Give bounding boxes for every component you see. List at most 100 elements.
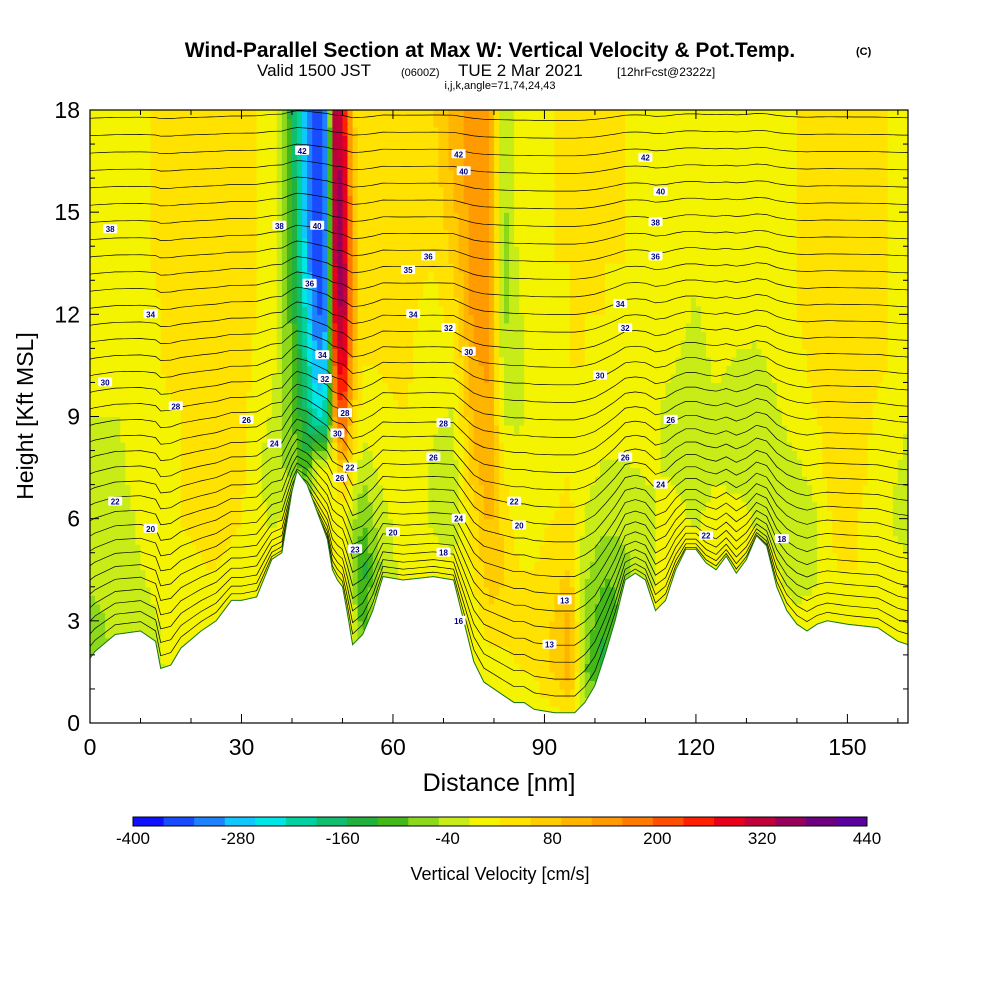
w-cell [398, 552, 404, 562]
w-cell [377, 467, 384, 477]
w-cell [423, 544, 429, 554]
w-cell [327, 135, 333, 145]
w-cell [408, 527, 414, 537]
w-cell [302, 373, 308, 383]
w-cell [286, 314, 293, 324]
w-cell [362, 527, 369, 537]
w-cell [372, 178, 379, 188]
w-cell [165, 331, 172, 341]
w-cell [155, 305, 162, 315]
w-cell [221, 501, 227, 511]
w-cell [423, 356, 429, 366]
w-cell [206, 476, 212, 486]
w-cell [307, 314, 313, 324]
w-cell [155, 356, 162, 366]
w-cell [100, 348, 106, 358]
w-cell [135, 263, 141, 273]
w-cell [95, 135, 101, 145]
w-cell [115, 612, 121, 622]
w-cell [196, 161, 202, 171]
w-cell [377, 169, 384, 179]
w-cell [327, 229, 333, 239]
w-cell [433, 561, 439, 571]
w-cell [155, 408, 162, 418]
w-cell [170, 144, 177, 154]
w-cell [332, 161, 338, 171]
w-cell [115, 127, 121, 137]
w-cell [110, 127, 116, 137]
w-cell [170, 425, 177, 435]
w-cell [352, 305, 359, 315]
w-cell [286, 237, 293, 247]
w-cell [312, 186, 318, 196]
w-cell [135, 271, 141, 281]
w-cell [175, 637, 182, 647]
w-cell [276, 408, 283, 418]
w-cell [236, 484, 242, 494]
w-cell [433, 365, 439, 375]
w-cell [160, 433, 167, 443]
w-cell [140, 220, 147, 230]
w-cell [115, 271, 121, 281]
w-cell [115, 348, 121, 358]
w-cell [408, 118, 414, 128]
w-cell [125, 578, 131, 588]
w-cell [201, 493, 207, 503]
w-cell [362, 135, 369, 145]
w-cell [211, 425, 217, 435]
w-cell [105, 501, 111, 511]
w-cell [393, 373, 399, 383]
w-cell [221, 442, 227, 452]
w-cell [221, 152, 227, 162]
w-cell [206, 510, 212, 520]
w-cell [357, 305, 364, 315]
w-cell [170, 254, 177, 264]
w-cell [266, 382, 273, 392]
w-cell [307, 254, 313, 264]
w-cell [201, 263, 207, 273]
w-cell [241, 433, 248, 443]
w-cell [105, 603, 111, 613]
w-cell [251, 135, 258, 145]
w-cell [261, 501, 268, 511]
w-cell [357, 595, 364, 605]
w-cell [286, 161, 293, 171]
w-cell [372, 305, 379, 315]
w-cell [403, 467, 409, 477]
w-cell [95, 493, 101, 503]
w-cell [337, 578, 343, 588]
w-cell [357, 195, 364, 205]
w-cell [398, 425, 404, 435]
w-cell [115, 339, 121, 349]
w-cell [110, 135, 116, 145]
w-cell [261, 356, 268, 366]
w-cell [191, 288, 197, 298]
w-cell [337, 493, 343, 503]
w-cell [130, 442, 136, 452]
w-cell [256, 212, 263, 222]
w-cell [377, 212, 384, 222]
w-cell [382, 442, 389, 452]
w-cell [130, 135, 136, 145]
w-cell [201, 110, 207, 120]
w-cell [155, 450, 162, 460]
w-cell [125, 459, 131, 469]
w-cell [377, 161, 384, 171]
w-cell [286, 297, 293, 307]
w-cell [191, 331, 197, 341]
w-cell [231, 220, 237, 230]
w-cell [115, 331, 121, 341]
w-cell [110, 578, 116, 588]
w-cell [160, 220, 167, 230]
w-cell [236, 476, 242, 486]
w-cell [423, 535, 429, 545]
w-cell [377, 110, 384, 120]
w-cell [418, 118, 424, 128]
w-cell [115, 459, 121, 469]
w-cell [130, 595, 136, 605]
w-cell [286, 467, 293, 477]
w-cell [362, 561, 369, 571]
w-cell [110, 331, 116, 341]
w-cell [428, 501, 434, 511]
w-cell [286, 322, 293, 332]
